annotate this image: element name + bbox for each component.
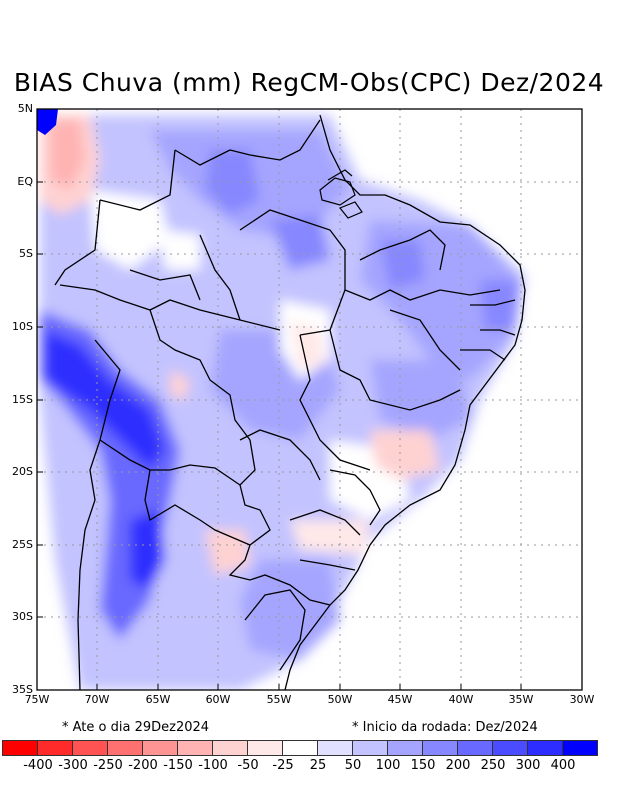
x-label-70w: 70W — [84, 693, 110, 706]
legend-swatch — [2, 740, 38, 756]
color-legend — [2, 740, 598, 756]
graticule — [37, 109, 582, 690]
x-label-75w: 75W — [24, 693, 50, 706]
y-label-10s: 10S — [12, 320, 33, 333]
legend-label: 25 — [309, 758, 327, 773]
x-label-45w: 45W — [387, 693, 413, 706]
amazon-delta — [319, 169, 363, 219]
legend-swatch — [492, 740, 528, 756]
legend-label: 300 — [515, 758, 541, 773]
y-label-eq: EQ — [17, 175, 33, 188]
footnote-start-run: * Inicio da rodada: Dez/2024 — [352, 720, 538, 735]
legend-label: -400 — [23, 758, 53, 773]
legend-swatch — [422, 740, 458, 756]
country-borders — [54, 114, 526, 690]
legend-label: 400 — [550, 758, 576, 773]
legend-label: -200 — [128, 758, 158, 773]
legend-swatch — [142, 740, 178, 756]
x-label-55w: 55W — [266, 693, 292, 706]
legend-label: 150 — [410, 758, 436, 773]
legend-label: 100 — [375, 758, 401, 773]
footnote-end-date: * Ate o dia 29Dez2024 — [62, 720, 210, 735]
legend-swatch — [387, 740, 423, 756]
legend-label: -50 — [237, 758, 259, 773]
legend-swatch — [247, 740, 283, 756]
legend-label: 250 — [480, 758, 506, 773]
legend-swatch — [282, 740, 318, 756]
legend-label: 50 — [344, 758, 362, 773]
legend-swatch — [72, 740, 108, 756]
legend-label: -150 — [163, 758, 193, 773]
legend-swatch — [317, 740, 353, 756]
legend-swatch — [212, 740, 248, 756]
y-label-15s: 15S — [12, 393, 33, 406]
y-label-25s: 25S — [12, 538, 33, 551]
legend-swatch — [352, 740, 388, 756]
bias-peak — [37, 109, 58, 135]
y-label-5n: 5N — [17, 102, 33, 115]
axis-ticks — [36, 108, 583, 690]
x-label-65w: 65W — [145, 693, 171, 706]
map-title: BIAS Chuva (mm) RegCM-Obs(CPC) Dez/2024 — [13, 68, 605, 97]
legend-label: 200 — [445, 758, 471, 773]
legend-swatch — [37, 740, 73, 756]
legend-label: -300 — [58, 758, 88, 773]
x-label-50w: 50W — [327, 693, 353, 706]
legend-swatch — [457, 740, 493, 756]
legend-swatch — [177, 740, 213, 756]
y-label-35s: 35S — [12, 683, 33, 696]
legend-swatch — [107, 740, 143, 756]
y-label-5s: 5S — [19, 247, 33, 260]
legend-label: -250 — [93, 758, 123, 773]
y-label-30s: 30S — [12, 610, 33, 623]
legend-label: -25 — [272, 758, 294, 773]
legend-swatch — [562, 740, 598, 756]
x-label-40w: 40W — [448, 693, 474, 706]
x-label-60w: 60W — [205, 693, 231, 706]
x-label-30w: 30W — [569, 693, 595, 706]
x-label-35w: 35W — [508, 693, 534, 706]
legend-swatch — [527, 740, 563, 756]
legend-label: -100 — [198, 758, 228, 773]
y-label-20s: 20S — [12, 465, 33, 478]
bias-field — [40, 115, 525, 690]
